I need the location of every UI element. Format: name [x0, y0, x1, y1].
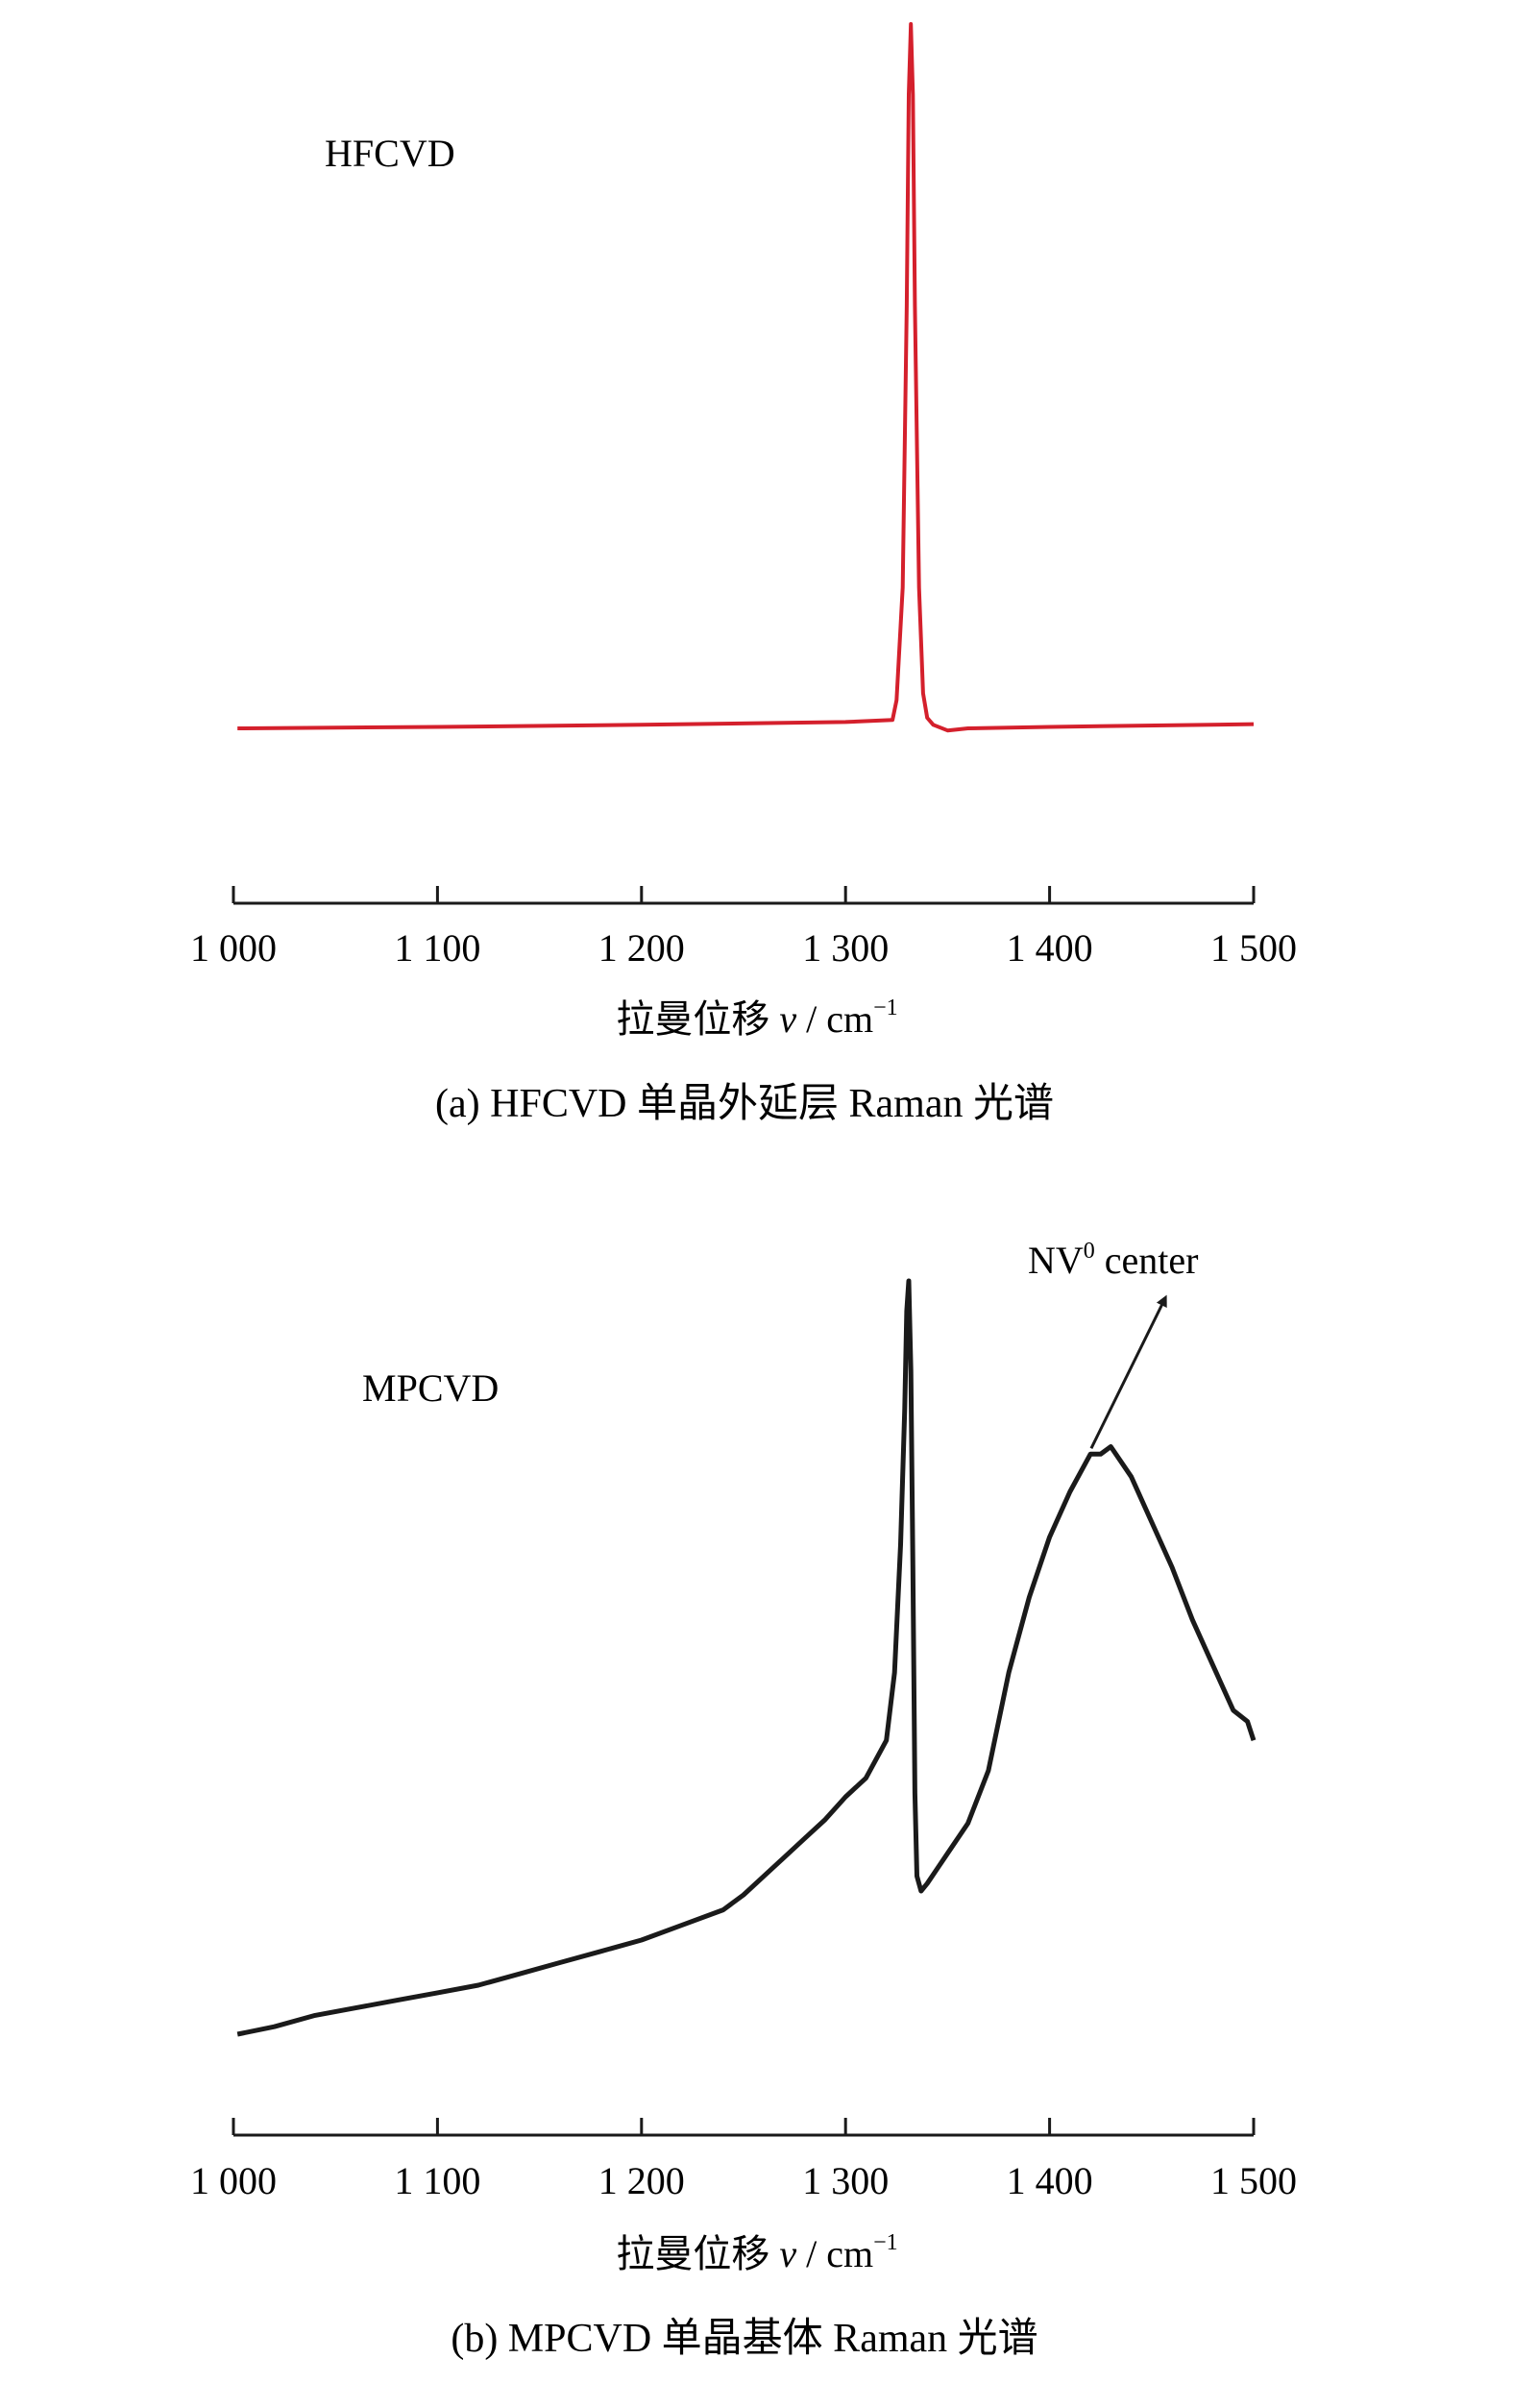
panel-b-x-tick-label: 1 500: [1210, 2159, 1297, 2202]
panel-a-x-ticks: 1 000 1 100 1 200 1 300 1 400 1 500: [190, 886, 1297, 970]
panel-a-x-tick-label: 1 000: [190, 926, 277, 970]
panel-b-x-axis-title-unit: / cm: [796, 2232, 873, 2275]
panel-b-annotation-text2: center: [1095, 1239, 1199, 1282]
panel-b-x-ticks: 1 000 1 100 1 200 1 300 1 400 1 500: [190, 2118, 1297, 2202]
panel-a-x-tick-label: 1 500: [1210, 926, 1297, 970]
panel-b-annotation-arrow: [1089, 1294, 1167, 1449]
panel-b-x-tick-label: 1 400: [1007, 2159, 1093, 2202]
panel-b-x-axis-title-text: 拉曼位移: [616, 2232, 779, 2275]
panel-a-x-tick-label: 1 300: [802, 926, 889, 970]
panel-b-annotation-text: NV: [1028, 1239, 1084, 1282]
panel-b-x-tick-label: 1 100: [394, 2159, 480, 2202]
panel-a-x-axis-title: 拉曼位移 v / cm−1: [616, 995, 897, 1041]
panel-a-x-axis-title-var: v: [779, 997, 796, 1041]
panel-a-spectrum-line: [237, 22, 1255, 733]
panel-b-annotation-sup: 0: [1084, 1239, 1095, 1264]
panel-b-x-axis-title-sup: −1: [873, 2230, 898, 2255]
panel-b-series-label: MPCVD: [362, 1366, 499, 1410]
panel-a-x-axis-title-sup: −1: [873, 995, 898, 1020]
panel-b-x-tick-label: 1 200: [598, 2159, 685, 2202]
panel-b-x-axis-title-var: v: [779, 2232, 796, 2275]
panel-b-x-tick-label: 1 300: [802, 2159, 889, 2202]
panel-b-chart: MPCVD NV0 center 1 000 1 100 1 200 1 300 1 4…: [190, 1239, 1297, 2361]
panel-a-x-tick-label: 1 100: [394, 926, 480, 970]
panel-a-x-axis-title-text: 拉曼位移: [616, 997, 779, 1041]
panel-b-x-axis-title: 拉曼位移 v / cm−1: [616, 2230, 897, 2275]
panel-b-annotation: NV0 center: [1028, 1239, 1198, 1282]
panel-a-x-tick-label: 1 200: [598, 926, 685, 970]
panel-b-spectrum-line: [236, 1278, 1257, 2037]
panel-a-chart: HFCVD 1 000 1 100 1 200 1 300 1 400 1 500 拉曼位…: [190, 22, 1297, 1126]
panel-a-caption: (a) HFCVD 单晶外延层 Raman 光谱: [435, 1082, 1054, 1126]
panel-a-x-tick-label: 1 400: [1007, 926, 1093, 970]
panel-b-x-tick-label: 1 000: [190, 2159, 277, 2202]
panel-a-x-axis-title-unit: / cm: [796, 997, 873, 1041]
panel-a-series-label: HFCVD: [325, 132, 455, 175]
panel-b-caption: (b) MPCVD 单晶基体 Raman 光谱: [451, 2317, 1037, 2361]
